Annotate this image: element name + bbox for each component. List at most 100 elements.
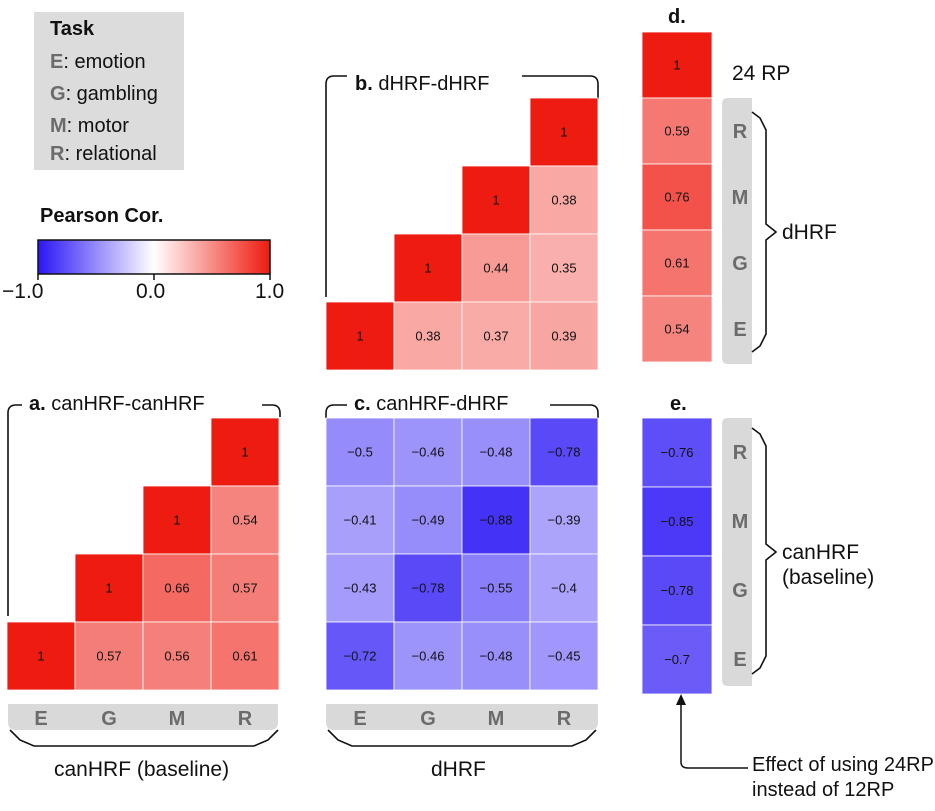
cell-value-label: 1 [356, 329, 363, 344]
panel-d-title: d. [662, 6, 692, 29]
cell-value-label: −0.41 [344, 513, 377, 528]
cell-value-label: 1 [673, 58, 680, 73]
cell-value-label: −0.48 [480, 445, 513, 460]
heatmap-cell [461, 233, 531, 303]
cell-value-label: 0.35 [551, 261, 576, 276]
cell-value-label: 0.57 [96, 649, 121, 664]
legend-item-g: G: gambling [50, 83, 158, 105]
task-legend [34, 12, 184, 170]
heatmap-cell [641, 624, 713, 695]
colorbar [37, 239, 271, 275]
heatmap-cell [210, 485, 280, 555]
cell-value-label: 1 [241, 445, 248, 460]
axis-letters: E G M R E G M R R M G E R M G E [34, 121, 748, 730]
cell-value-label: −0.45 [548, 649, 581, 664]
axis-tick-label: R [733, 121, 748, 143]
heatmap-cell [210, 621, 280, 691]
heatmap-cell [461, 621, 531, 691]
bracket-c [325, 404, 599, 418]
heatmap-cell [641, 163, 713, 231]
heatmap-cell [74, 553, 144, 623]
x-label-canhrf: canHRF (baseline) [54, 758, 230, 781]
heatmap-cell [529, 233, 599, 303]
legend-item-m: M: motor [50, 115, 129, 137]
cell-value-label: −0.72 [344, 649, 377, 664]
heatmap-cell [393, 301, 463, 371]
cell-value-label: 0.59 [664, 124, 689, 139]
heatmap-cell [529, 485, 599, 555]
heatmap-cell [641, 417, 713, 488]
heatmap-cell [325, 301, 395, 371]
cell-value-label: 0.57 [232, 581, 257, 596]
cell-value-label: −0.85 [661, 514, 694, 529]
heatmap-cell [641, 555, 713, 626]
cell-value-label: −0.46 [412, 445, 445, 460]
cell-value-label: −0.78 [661, 583, 694, 598]
axis-tick-label: M [732, 511, 749, 533]
heatmap-cell [529, 417, 599, 487]
heatmap-cell [142, 553, 212, 623]
cell-value-label: 0.44 [483, 261, 508, 276]
cell-value-label: −0.78 [548, 445, 581, 460]
cell-value-label: 1 [105, 581, 112, 596]
legend-item-r: R: relational [50, 143, 157, 165]
cell-value-label: −0.43 [344, 581, 377, 596]
cell-value-label: 0.54 [664, 322, 689, 337]
heatmap-cell [142, 485, 212, 555]
cell-value-label: 0.38 [551, 193, 576, 208]
heatmap-cell [325, 485, 395, 555]
axis-tick-label: G [732, 580, 748, 602]
cell-value-label: −0.76 [661, 445, 694, 460]
cell-value-label: 0.54 [232, 513, 257, 528]
axis-tick-label: G [101, 708, 117, 730]
axis-tick-label: R [557, 708, 572, 730]
heatmap-cell [6, 621, 76, 691]
heatmap-cell [529, 553, 599, 623]
cell-value-label: 0.38 [415, 329, 440, 344]
cell-value-label: 1 [560, 125, 567, 140]
heatmap-cell [641, 295, 713, 363]
panel-e-title: e. [664, 393, 693, 416]
bottom-strip-canhrf [8, 704, 278, 730]
side-strip-canhrf [722, 418, 752, 686]
cell-value-label: −0.88 [480, 513, 513, 528]
bracket-b [325, 75, 599, 297]
dhrf-side-label: dHRF [782, 221, 837, 244]
axis-tick-label: E [733, 649, 746, 671]
cell-value-label: −0.55 [480, 581, 513, 596]
cell-value-label: −0.7 [664, 652, 690, 667]
heatmap-cell [393, 233, 463, 303]
cell-value-label: −0.5 [347, 445, 373, 460]
legend-item-e: E: emotion [50, 51, 146, 73]
cell-value-label: 1 [37, 649, 44, 664]
heatmap-cell [393, 417, 463, 487]
cell-value-label: 0.56 [164, 649, 189, 664]
heatmap-cell [325, 621, 395, 691]
side-strip-dhrf [722, 98, 752, 364]
heatmap-cell [641, 31, 713, 99]
cell-value-label: 0.76 [664, 190, 689, 205]
cell-value-label: 1 [424, 261, 431, 276]
axis-tick-label: M [169, 708, 186, 730]
cell-value-label: −0.39 [548, 513, 581, 528]
x-label-dhrf: dHRF [431, 758, 486, 781]
heatmap-cell [529, 165, 599, 235]
axis-tick-label: E [353, 708, 366, 730]
axis-tick-label: R [238, 708, 253, 730]
axis-tick-label: G [420, 708, 436, 730]
heatmap-cell [210, 553, 280, 623]
axis-tick-label: R [733, 442, 748, 464]
colorbar-title: Pearson Cor. [40, 205, 164, 227]
cell-value-label: 0.39 [551, 329, 576, 344]
colorbar-mid-label: 0.0 [136, 280, 166, 303]
axis-tick-label: G [732, 253, 748, 275]
bottom-strip-dhrf [326, 704, 598, 730]
cell-value-label: 1 [173, 513, 180, 528]
heatmap-cell [210, 417, 280, 487]
panel-b-title: b. dHRF-dHRF [349, 73, 496, 96]
heatmap-cell [461, 485, 531, 555]
heatmap-cell [529, 301, 599, 371]
colorbar-max-label: 1.0 [255, 280, 285, 303]
heatmap-cell [393, 553, 463, 623]
